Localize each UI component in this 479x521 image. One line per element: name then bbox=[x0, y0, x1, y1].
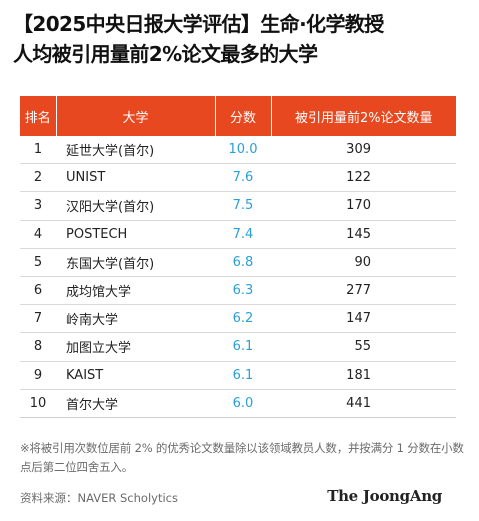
count-cell: 55 bbox=[271, 332, 456, 362]
university-cell: KAIST bbox=[56, 361, 215, 390]
score-cell: 7.6 bbox=[215, 163, 271, 193]
count-cell: 147 bbox=[271, 304, 456, 334]
column-header-university: 大学 bbox=[56, 96, 216, 136]
table-row: 4 POSTECH 7.4 145 bbox=[20, 220, 456, 249]
university-cell: 加图立大学 bbox=[56, 332, 215, 362]
rank-cell: 1 bbox=[20, 136, 56, 165]
rank-cell: 10 bbox=[20, 389, 56, 418]
university-cell: 汉阳大学(首尔) bbox=[56, 191, 215, 221]
score-cell: 6.2 bbox=[215, 304, 271, 334]
table-row: 1 延世大学(首尔) 10.0 309 bbox=[20, 136, 456, 165]
university-cell: UNIST bbox=[56, 163, 215, 193]
university-cell: 延世大学(首尔) bbox=[56, 136, 215, 165]
count-cell: 277 bbox=[271, 276, 456, 306]
university-cell: POSTECH bbox=[56, 220, 215, 249]
score-cell: 6.1 bbox=[215, 332, 271, 362]
publisher-logo: The JoongAng bbox=[327, 487, 442, 505]
table-row: 5 东国大学(首尔) 6.8 90 bbox=[20, 248, 456, 277]
column-header-rank: 排名 bbox=[20, 96, 57, 136]
university-cell: 岭南大学 bbox=[56, 304, 215, 334]
count-cell: 309 bbox=[271, 136, 456, 165]
title-line-2: 人均被引用量前2%论文最多的大学 bbox=[13, 42, 318, 66]
count-cell: 441 bbox=[271, 389, 456, 418]
score-cell: 6.0 bbox=[215, 389, 271, 418]
score-cell: 7.4 bbox=[215, 220, 271, 249]
count-cell: 122 bbox=[271, 163, 456, 193]
count-cell: 181 bbox=[271, 361, 456, 390]
table-row: 9 KAIST 6.1 181 bbox=[20, 361, 456, 390]
table-row: 7 岭南大学 6.2 147 bbox=[20, 304, 456, 334]
table-body: 1 延世大学(首尔) 10.0 309 2 UNIST 7.6 122 3 汉阳大学(首尔) 7.5… bbox=[20, 136, 456, 418]
table-row: 10 首尔大学 6.0 441 bbox=[20, 389, 456, 418]
ranking-table: 排名 大学 分数 被引用量前2%论文数量 1 延世大学(首尔) 10.0 309 2 UN… bbox=[20, 96, 456, 418]
column-header-count: 被引用量前2%论文数量 bbox=[271, 96, 456, 136]
footnote: ※将被引用次数位居前 2% 的优秀论文数量除以该领域教员人数，并按满分 1 分数… bbox=[20, 441, 464, 474]
rank-cell: 4 bbox=[20, 220, 56, 249]
count-cell: 170 bbox=[271, 191, 456, 221]
table-row: 2 UNIST 7.6 122 bbox=[20, 163, 456, 193]
university-cell: 首尔大学 bbox=[56, 389, 215, 418]
university-cell: 东国大学(首尔) bbox=[56, 248, 215, 277]
rank-cell: 5 bbox=[20, 248, 56, 277]
title-line-1: 【2025中央日报大学评估】生命·化学教授 bbox=[13, 12, 384, 36]
score-cell: 10.0 bbox=[215, 136, 271, 165]
source-credit: 资料来源：NAVER Scholytics bbox=[20, 491, 178, 505]
table-row: 3 汉阳大学(首尔) 7.5 170 bbox=[20, 191, 456, 221]
count-cell: 145 bbox=[271, 220, 456, 249]
ranking-table-container: 排名 大学 分数 被引用量前2%论文数量 1 延世大学(首尔) 10.0 309 2 UN… bbox=[20, 96, 456, 418]
rank-cell: 2 bbox=[20, 163, 56, 193]
rank-cell: 6 bbox=[20, 276, 56, 306]
table-header: 排名 大学 分数 被引用量前2%论文数量 bbox=[20, 96, 456, 136]
rank-cell: 9 bbox=[20, 361, 56, 390]
column-header-score: 分数 bbox=[215, 96, 272, 136]
score-cell: 7.5 bbox=[215, 191, 271, 221]
rank-cell: 3 bbox=[20, 191, 56, 221]
university-cell: 成均馆大学 bbox=[56, 276, 215, 306]
rank-cell: 8 bbox=[20, 332, 56, 362]
score-cell: 6.8 bbox=[215, 248, 271, 277]
score-cell: 6.1 bbox=[215, 361, 271, 390]
table-row: 6 成均馆大学 6.3 277 bbox=[20, 276, 456, 306]
table-header-row: 排名 大学 分数 被引用量前2%论文数量 bbox=[20, 96, 456, 136]
count-cell: 90 bbox=[271, 248, 456, 277]
rank-cell: 7 bbox=[20, 304, 56, 334]
page-title: 【2025中央日报大学评估】生命·化学教授 人均被引用量前2%论文最多的大学 bbox=[13, 9, 468, 69]
table-row: 8 加图立大学 6.1 55 bbox=[20, 332, 456, 362]
score-cell: 6.3 bbox=[215, 276, 271, 306]
